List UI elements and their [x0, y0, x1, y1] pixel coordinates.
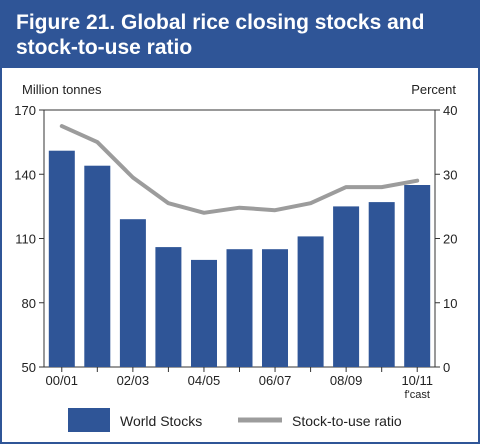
- x-tick-sublabel-forecast: f'cast: [405, 389, 430, 401]
- ticks-group: 50 80 110 140 170 0 10 20 30 40 00/01 02/03 04/05 06/…: [14, 103, 457, 401]
- bar-07-08: [297, 236, 324, 367]
- x-tick-label: 02/03: [117, 373, 150, 388]
- y-left-tick-label: 80: [22, 296, 36, 311]
- bar-09-10: [368, 202, 395, 367]
- bar-01-02: [84, 165, 111, 367]
- y-right-tick-label: 20: [443, 232, 457, 247]
- y-left-tick-label: 110: [15, 232, 36, 247]
- bar-10-11: [404, 185, 431, 367]
- y-left-tick-label: 50: [22, 360, 36, 375]
- ratio-line-group: [59, 124, 420, 215]
- x-tick-label: 04/05: [188, 373, 221, 388]
- bar-03-04: [155, 247, 182, 367]
- legend-swatch-world-stocks: [68, 408, 110, 432]
- stock-to-use-ratio-line: [59, 124, 420, 215]
- figure-header: Figure 21. Global rice closing stocks an…: [2, 2, 478, 68]
- bar-05-06: [226, 249, 253, 367]
- bar-08-09: [333, 206, 360, 367]
- figure-title: Figure 21. Global rice closing stocks an…: [16, 11, 425, 59]
- y-right-tick-label: 30: [443, 167, 457, 182]
- y-right-tick-label: 0: [443, 360, 450, 375]
- legend: World Stocks Stock-to-use ratio: [68, 408, 402, 432]
- legend-label-world-stocks: World Stocks: [120, 413, 202, 429]
- x-tick-label: 10/11: [401, 373, 433, 388]
- bar-02-03: [119, 219, 146, 367]
- bar-06-07: [262, 249, 288, 367]
- bar-04-05: [191, 259, 217, 367]
- y-right-tick-label: 10: [443, 296, 457, 311]
- bar-00-01: [48, 150, 75, 367]
- x-tick-label: 08/09: [330, 373, 363, 388]
- y-right-tick-label: 40: [443, 103, 457, 118]
- y-left-axis-label: Million tonnes: [22, 82, 102, 97]
- y-right-axis-label: Percent: [411, 82, 456, 97]
- x-tick-label: 00/01: [45, 373, 78, 388]
- x-tick-label: 06/07: [259, 373, 292, 388]
- y-left-tick-label: 140: [14, 167, 36, 182]
- bars-group: [48, 150, 431, 367]
- legend-label-stock-to-use: Stock-to-use ratio: [292, 413, 402, 429]
- y-left-tick-label: 170: [14, 103, 36, 118]
